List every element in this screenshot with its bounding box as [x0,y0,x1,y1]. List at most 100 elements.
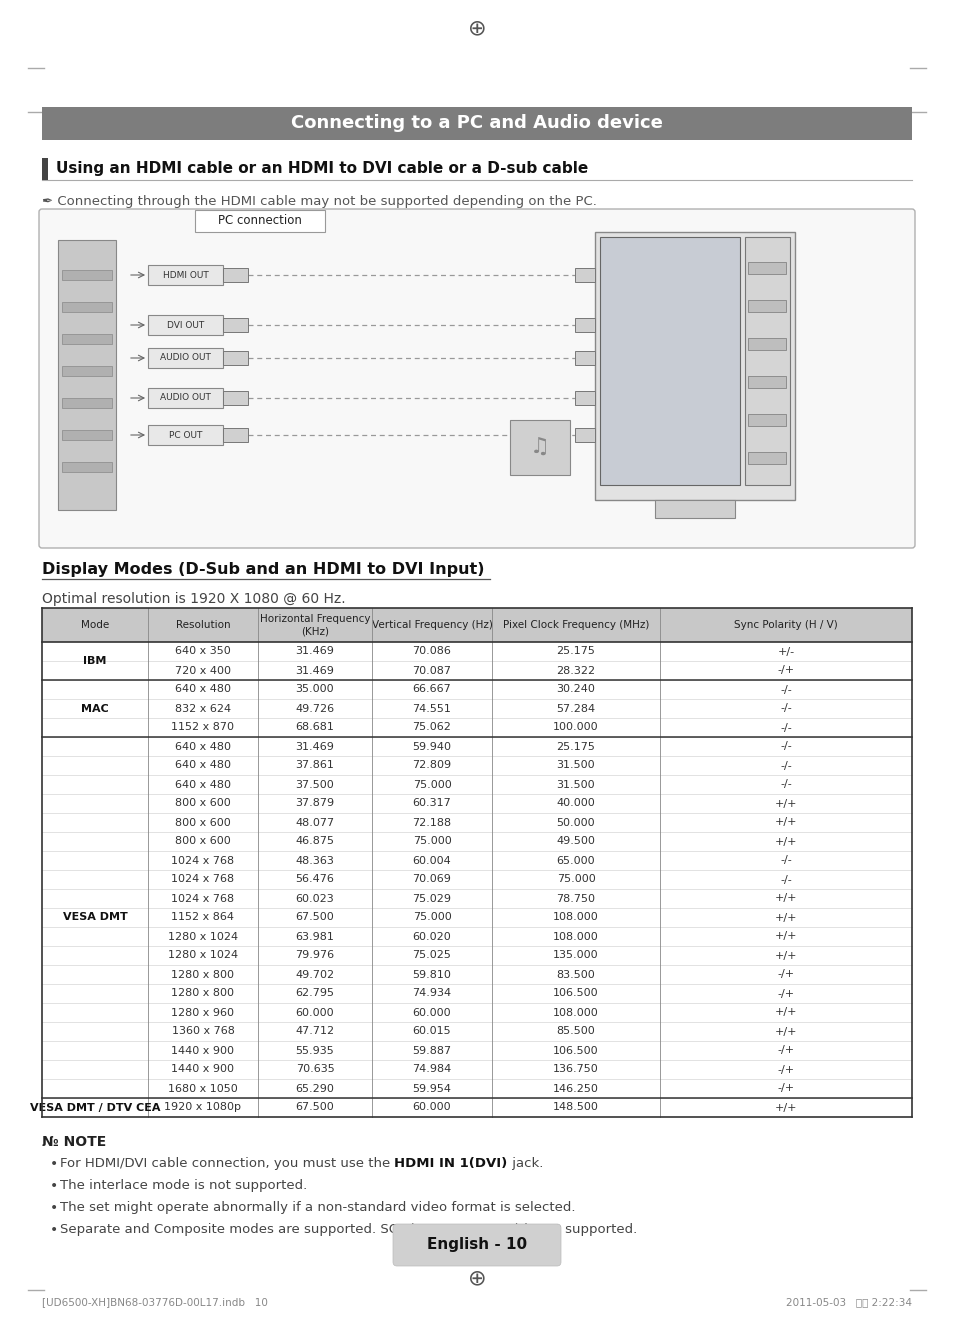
Text: 720 x 400: 720 x 400 [174,666,231,675]
Text: -/-: -/- [780,684,791,695]
Text: +/+: +/+ [774,1103,797,1112]
Text: 60.000: 60.000 [413,1103,451,1112]
Text: 1280 x 800: 1280 x 800 [172,970,234,979]
Text: 72.188: 72.188 [412,818,451,827]
Text: The set might operate abnormally if a non-standard video format is selected.: The set might operate abnormally if a no… [60,1201,575,1214]
Text: 1280 x 960: 1280 x 960 [172,1008,234,1017]
Text: 67.500: 67.500 [295,1103,334,1112]
Text: 74.934: 74.934 [412,988,451,999]
Text: For HDMI/DVI cable connection, you must use the: For HDMI/DVI cable connection, you must … [60,1157,395,1170]
Text: 40.000: 40.000 [556,798,595,808]
Bar [747,376,785,388]
Bar [744,236,789,485]
Text: 1680 x 1050: 1680 x 1050 [168,1083,237,1094]
Text: +/+: +/+ [774,836,797,847]
Text: 68.681: 68.681 [295,723,335,733]
Text: Optimal resolution is 1920 X 1080 @ 60 Hz.: Optimal resolution is 1920 X 1080 @ 60 H… [42,592,345,606]
Text: 1024 x 768: 1024 x 768 [172,856,234,865]
Bar [42,680,911,699]
Text: 640 x 350: 640 x 350 [175,646,231,657]
Text: 108.000: 108.000 [553,931,598,942]
Text: 49.702: 49.702 [295,970,335,979]
Text: Connecting to a PC and Audio device: Connecting to a PC and Audio device [291,115,662,132]
Text: MAC: MAC [81,704,109,713]
Text: 60.317: 60.317 [413,798,451,808]
Bar [575,318,595,332]
Text: IBM: IBM [83,657,107,666]
Text: Using an HDMI cable or an HDMI to DVI cable or a D-sub cable: Using an HDMI cable or an HDMI to DVI ca… [56,161,588,177]
Text: 66.667: 66.667 [413,684,451,695]
Text: 148.500: 148.500 [553,1103,598,1112]
Text: 83.500: 83.500 [556,970,595,979]
Text: 640 x 480: 640 x 480 [174,779,231,790]
Bar [42,1098,911,1118]
Text: -/-: -/- [780,741,791,752]
Text: 59.810: 59.810 [412,970,451,979]
Text: ✒ Connecting through the HDMI cable may not be supported depending on the PC.: ✒ Connecting through the HDMI cable may … [42,196,597,207]
Text: 31.469: 31.469 [295,646,335,657]
Bar [747,338,785,350]
Bar [42,159,48,180]
Bar [62,303,112,312]
Text: 48.363: 48.363 [295,856,335,865]
Text: 1280 x 800: 1280 x 800 [172,988,234,999]
Text: 1280 x 1024: 1280 x 1024 [168,931,238,942]
Text: 1440 x 900: 1440 x 900 [172,1065,234,1074]
Bar [42,775,911,794]
Bar [42,871,911,889]
Text: +/+: +/+ [774,951,797,960]
Bar [747,300,785,312]
Text: 48.077: 48.077 [295,818,335,827]
Text: Mode: Mode [81,620,109,630]
Bar [42,1059,911,1079]
Text: 640 x 480: 640 x 480 [174,741,231,752]
Bar [655,501,734,518]
Text: 47.712: 47.712 [295,1026,335,1037]
Bar [575,268,595,281]
Bar [747,262,785,273]
Text: -/+: -/+ [777,1045,794,1055]
Text: 60.023: 60.023 [295,893,334,904]
Text: +/+: +/+ [774,931,797,942]
Text: -/-: -/- [780,875,791,885]
Bar [42,832,911,851]
Bar [575,391,595,406]
Text: AUDIO OUT: AUDIO OUT [160,394,211,403]
Text: 75.025: 75.025 [412,951,451,960]
Text: 74.984: 74.984 [412,1065,451,1074]
Text: •: • [50,1201,58,1215]
Text: 100.000: 100.000 [553,723,598,733]
Text: •: • [50,1223,58,1236]
Bar [148,347,223,369]
Text: ⊕: ⊕ [467,1268,486,1288]
Text: VESA DMT: VESA DMT [63,913,128,922]
Text: 31.500: 31.500 [557,779,595,790]
Bar [42,699,911,719]
Text: 60.020: 60.020 [413,931,451,942]
Bar [42,927,911,946]
Text: 74.551: 74.551 [412,704,451,713]
Text: -/+: -/+ [777,970,794,979]
Text: -/-: -/- [780,856,791,865]
Text: 25.175: 25.175 [556,741,595,752]
Text: Separate and Composite modes are supported. SOG(Sync On Green) is not supported.: Separate and Composite modes are support… [60,1223,637,1236]
Bar [575,351,595,365]
Text: 1024 x 768: 1024 x 768 [172,875,234,885]
Text: 79.976: 79.976 [295,951,335,960]
Text: 60.015: 60.015 [413,1026,451,1037]
Bar [42,851,911,871]
Text: ♫: ♫ [530,437,550,457]
Bar [42,1079,911,1098]
Text: № NOTE: № NOTE [42,1135,106,1149]
Text: 59.954: 59.954 [412,1083,451,1094]
Bar [223,428,248,443]
Text: Vertical Frequency (Hz): Vertical Frequency (Hz) [371,620,492,630]
Text: 75.062: 75.062 [412,723,451,733]
Text: 2011-05-03   오후 2:22:34: 2011-05-03 오후 2:22:34 [785,1297,911,1306]
Text: 108.000: 108.000 [553,1008,598,1017]
Text: ⊕: ⊕ [467,18,486,38]
Text: 60.000: 60.000 [295,1008,334,1017]
Text: 25.175: 25.175 [556,646,595,657]
Text: HDMI OUT: HDMI OUT [162,271,208,280]
Text: +/+: +/+ [774,913,797,922]
